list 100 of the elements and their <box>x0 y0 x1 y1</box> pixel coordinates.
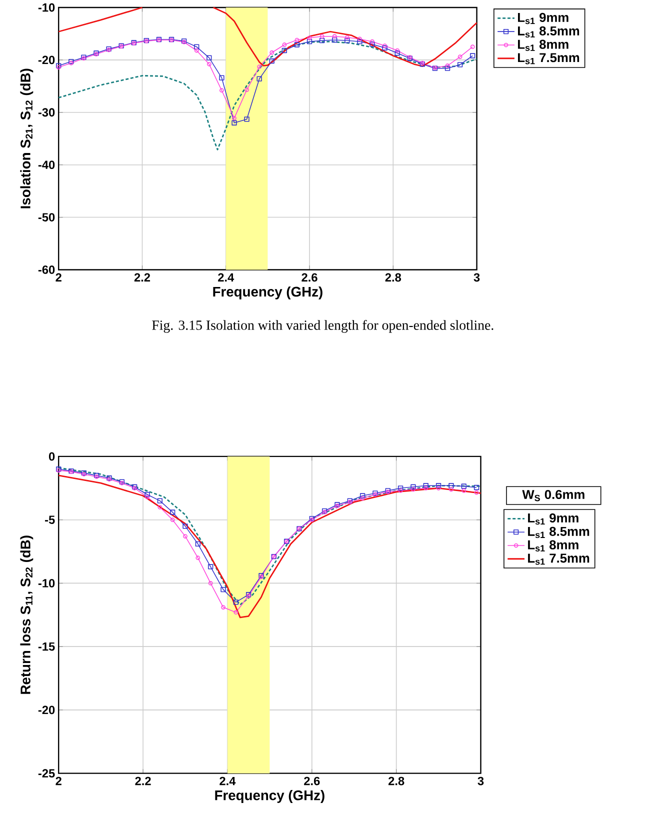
y-tick-label: -20 <box>38 56 55 64</box>
x-tick-label: 3 <box>474 273 480 282</box>
point <box>424 486 428 490</box>
y-tick-label: -10 <box>38 579 55 588</box>
point <box>234 600 239 605</box>
x-tick-label: 2.6 <box>304 776 320 786</box>
point <box>158 498 163 504</box>
point <box>461 484 467 489</box>
point <box>194 48 199 53</box>
point <box>382 45 388 50</box>
point <box>458 62 463 68</box>
point <box>307 39 312 44</box>
point <box>220 88 224 93</box>
point <box>170 510 176 515</box>
point <box>183 534 188 538</box>
x-tick-label: 2.2 <box>134 273 150 282</box>
point <box>436 483 442 488</box>
point <box>232 116 237 120</box>
point <box>170 518 175 522</box>
point <box>445 66 450 71</box>
y-tick-label: -30 <box>38 108 55 117</box>
x-axis-title: Frequency (GHz) <box>215 790 325 803</box>
point <box>382 44 388 48</box>
y-tick-label: -20 <box>38 706 55 714</box>
point <box>196 541 201 547</box>
x-tick-label: 3 <box>478 776 484 786</box>
point <box>370 39 375 44</box>
point <box>423 483 429 488</box>
caption: Fig. 3.15 Isolation with varied length for open-ended slotline. <box>152 320 494 333</box>
point <box>470 53 476 58</box>
y-axis-title: Isolation S$_{21}$, S$_{12}$ (dB) <box>20 68 34 208</box>
point <box>294 38 300 42</box>
y-tick-label: -5 <box>45 516 55 524</box>
point <box>370 42 376 47</box>
point <box>270 50 274 55</box>
y-tick-label: -10 <box>38 3 55 12</box>
y-tick-label: 0 <box>49 452 55 461</box>
x-tick-label: 2 <box>56 273 62 282</box>
x-tick-label: 2.6 <box>302 273 318 282</box>
point <box>232 120 238 126</box>
point <box>360 493 366 498</box>
point <box>395 48 400 53</box>
point <box>194 44 200 50</box>
x-tick-label: 2.4 <box>220 776 236 786</box>
y-axis-title: Return loss S$_{11}$, S$_{22}$ (dB) <box>20 536 34 694</box>
point <box>256 76 262 82</box>
point <box>398 486 404 491</box>
point <box>398 488 403 493</box>
point <box>474 484 480 490</box>
y-tick-label: -50 <box>38 213 55 222</box>
text: W$_{S}$ 0.6mm <box>522 490 585 502</box>
point <box>206 55 212 60</box>
y-tick-label: -15 <box>38 642 55 651</box>
legend-label: L$_{s1}$ 7.5mm <box>518 53 580 64</box>
point <box>208 581 213 586</box>
point <box>244 116 250 122</box>
point <box>332 37 338 43</box>
point <box>458 54 462 59</box>
legend-label: L$_{s1}$ 8mm <box>518 40 569 51</box>
point <box>357 39 362 44</box>
point <box>257 64 262 69</box>
point <box>448 483 454 488</box>
point <box>308 36 312 40</box>
legend-label: L$_{s1}$ 9mm <box>528 513 579 525</box>
legend-label: L$_{s1}$ 9mm <box>518 12 569 24</box>
point <box>219 75 224 80</box>
x-tick-label: 2.2 <box>135 776 151 786</box>
point <box>221 605 226 610</box>
x-tick-label: 2.8 <box>388 776 404 786</box>
point <box>208 564 214 570</box>
point <box>344 38 350 44</box>
point <box>411 487 416 492</box>
y-tick-label: -25 <box>38 769 55 778</box>
legend-label: L$_{s1}$ 8mm <box>528 540 579 552</box>
point <box>320 34 324 39</box>
x-tick-label: 2.4 <box>218 273 234 282</box>
x-axis-title: Frequency (GHz) <box>213 286 323 300</box>
point <box>244 88 250 92</box>
point <box>449 487 454 492</box>
point <box>158 504 162 510</box>
x-tick-label: 2 <box>56 776 62 786</box>
point <box>436 486 441 490</box>
point <box>320 38 325 44</box>
y-tick-label: -60 <box>38 266 55 274</box>
legend-label: L$_{s1}$ 7.5mm <box>528 554 590 565</box>
point <box>234 610 238 615</box>
point <box>282 42 287 47</box>
point <box>269 58 275 64</box>
point <box>462 488 466 493</box>
point <box>182 524 188 529</box>
point <box>332 34 337 39</box>
line-series <box>58 40 478 150</box>
point <box>358 36 362 42</box>
point <box>394 50 400 56</box>
point <box>220 586 226 592</box>
point <box>282 48 288 54</box>
point <box>345 35 350 40</box>
point <box>410 484 416 490</box>
point <box>446 64 450 68</box>
point <box>145 494 150 500</box>
